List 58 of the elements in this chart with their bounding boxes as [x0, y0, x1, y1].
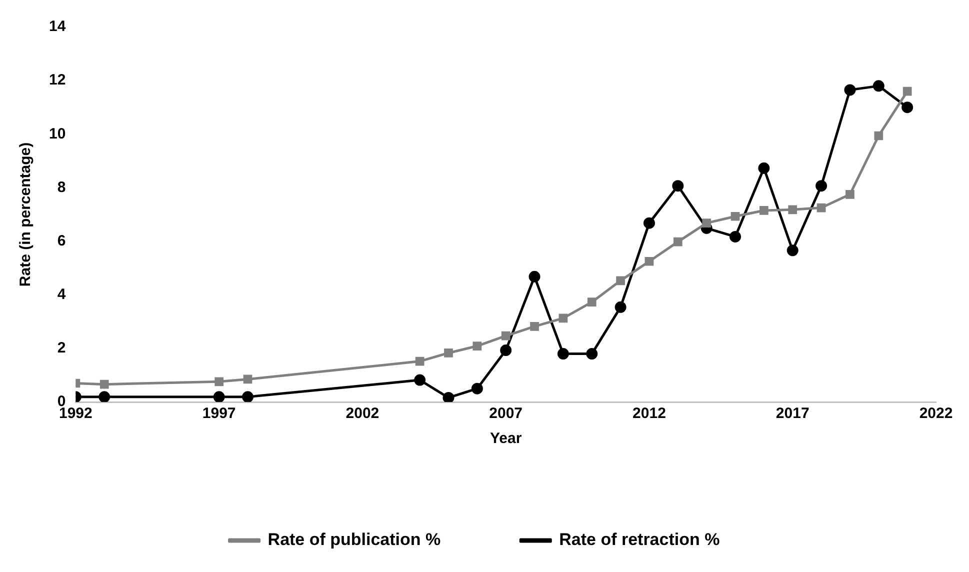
point: [672, 180, 684, 192]
x-tick-label: 1997: [202, 405, 236, 422]
point: [471, 382, 483, 394]
point: [902, 86, 912, 96]
point: [872, 80, 884, 92]
point: [558, 314, 568, 323]
point: [528, 270, 540, 282]
point: [788, 205, 798, 214]
point: [614, 301, 626, 313]
legend-label: Rate of publication %: [268, 530, 441, 550]
point: [702, 218, 712, 228]
point: [846, 190, 854, 199]
x-tick-label: 2012: [632, 405, 666, 422]
point: [730, 212, 740, 221]
point: [844, 84, 856, 96]
point: [472, 342, 482, 350]
y-tick-label: 12: [48, 72, 66, 89]
point: [816, 203, 826, 212]
x-tick-label: 2007: [489, 405, 523, 422]
point: [760, 206, 768, 215]
point: [213, 391, 225, 402]
point: [874, 131, 884, 140]
point: [243, 374, 252, 384]
y-tick-label: 14: [48, 18, 66, 36]
point: [586, 348, 598, 360]
point: [444, 348, 453, 358]
y-axis-title: Rate (in percentage): [17, 142, 34, 287]
point: [214, 377, 224, 386]
point: [415, 356, 424, 366]
point: [242, 391, 254, 402]
point: [530, 322, 539, 331]
point: [902, 102, 914, 114]
point: [643, 217, 655, 229]
x-tick-label: 2022: [919, 405, 953, 422]
point: [730, 230, 742, 242]
point: [100, 380, 109, 389]
x-axis-title: Year: [490, 430, 522, 448]
point: [786, 244, 798, 256]
point: [758, 162, 770, 174]
y-tick-label: 2: [57, 340, 66, 357]
point: [557, 348, 569, 360]
x-tick-label: 2002: [346, 405, 380, 422]
point: [500, 344, 512, 356]
point: [616, 276, 625, 286]
point: [501, 331, 510, 340]
y-tick-label: 6: [57, 232, 66, 250]
point: [673, 237, 682, 246]
point: [816, 180, 828, 192]
y-tick-label: 8: [57, 178, 66, 196]
legend-label: Rate of retraction %: [559, 530, 720, 550]
y-tick-label: 10: [48, 125, 66, 142]
point: [587, 298, 596, 307]
point: [414, 374, 426, 386]
x-tick-label: 2017: [776, 405, 810, 422]
point: [442, 392, 454, 402]
point: [644, 256, 654, 266]
y-tick-label: 4: [57, 286, 66, 303]
point: [98, 391, 110, 402]
